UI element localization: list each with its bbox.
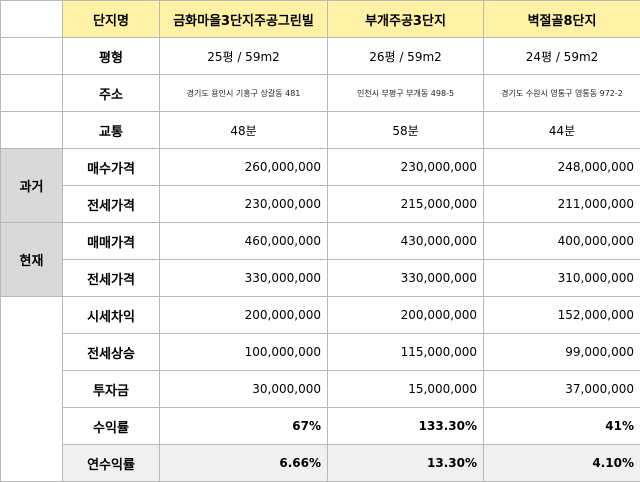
return-rate-row: 수익률 67% 133.30% 41% bbox=[1, 408, 640, 445]
price-gap-value: 152,000,000 bbox=[484, 297, 640, 334]
return-rate-value: 41% bbox=[484, 408, 640, 445]
price-gap-label: 시세차익 bbox=[63, 297, 160, 334]
jeonse-rise-value: 99,000,000 bbox=[484, 334, 640, 371]
size-label: 평형 bbox=[63, 38, 160, 75]
past-group-label: 과거 bbox=[1, 149, 63, 223]
transit-label: 교통 bbox=[63, 112, 160, 149]
annual-return-value: 13.30% bbox=[328, 445, 484, 482]
complex-name-2: 부개주공3단지 bbox=[328, 1, 484, 38]
past-jeonse-row: 전세가격 230,000,000 215,000,000 211,000,000 bbox=[1, 186, 640, 223]
buy-price-value: 230,000,000 bbox=[328, 149, 484, 186]
past-jeonse-label: 전세가격 bbox=[63, 186, 160, 223]
transit-value: 58분 bbox=[328, 112, 484, 149]
jeonse-rise-row: 전세상승 100,000,000 115,000,000 99,000,000 bbox=[1, 334, 640, 371]
current-jeonse-value: 330,000,000 bbox=[160, 260, 328, 297]
past-jeonse-value: 211,000,000 bbox=[484, 186, 640, 223]
corner-cell bbox=[1, 1, 63, 38]
jeonse-rise-label: 전세상승 bbox=[63, 334, 160, 371]
sale-price-label: 매매가격 bbox=[63, 223, 160, 260]
price-gap-value: 200,000,000 bbox=[160, 297, 328, 334]
current-jeonse-label: 전세가격 bbox=[63, 260, 160, 297]
transit-value: 48분 bbox=[160, 112, 328, 149]
sale-price-value: 430,000,000 bbox=[328, 223, 484, 260]
complex-name-3: 벽절골8단지 bbox=[484, 1, 640, 38]
address-value: 경기도 수원시 영통구 영통동 972-2 bbox=[484, 75, 640, 112]
side-cell bbox=[1, 38, 63, 75]
complex-name-label: 단지명 bbox=[63, 1, 160, 38]
investment-value: 30,000,000 bbox=[160, 371, 328, 408]
size-value: 26평 / 59m2 bbox=[328, 38, 484, 75]
buy-price-value: 248,000,000 bbox=[484, 149, 640, 186]
investment-row: 투자금 30,000,000 15,000,000 37,000,000 bbox=[1, 371, 640, 408]
jeonse-rise-value: 115,000,000 bbox=[328, 334, 484, 371]
side-cell bbox=[1, 112, 63, 149]
current-jeonse-value: 310,000,000 bbox=[484, 260, 640, 297]
annual-return-value: 6.66% bbox=[160, 445, 328, 482]
complex-name-1: 금화마을3단지주공그린빌 bbox=[160, 1, 328, 38]
jeonse-rise-value: 100,000,000 bbox=[160, 334, 328, 371]
current-jeonse-value: 330,000,000 bbox=[328, 260, 484, 297]
past-buy-row: 과거 매수가격 260,000,000 230,000,000 248,000,… bbox=[1, 149, 640, 186]
annual-return-value: 4.10% bbox=[484, 445, 640, 482]
current-jeonse-row: 전세가격 330,000,000 330,000,000 310,000,000 bbox=[1, 260, 640, 297]
current-group-label: 현재 bbox=[1, 223, 63, 297]
size-row: 평형 25평 / 59m2 26평 / 59m2 24평 / 59m2 bbox=[1, 38, 640, 75]
size-value: 25평 / 59m2 bbox=[160, 38, 328, 75]
address-value: 경기도 용인시 기흥구 상갈동 481 bbox=[160, 75, 328, 112]
return-rate-value: 133.30% bbox=[328, 408, 484, 445]
investment-value: 37,000,000 bbox=[484, 371, 640, 408]
past-jeonse-value: 230,000,000 bbox=[160, 186, 328, 223]
address-row: 주소 경기도 용인시 기흥구 상갈동 481 인천시 부평구 부개동 498-5… bbox=[1, 75, 640, 112]
size-value: 24평 / 59m2 bbox=[484, 38, 640, 75]
sale-price-value: 460,000,000 bbox=[160, 223, 328, 260]
address-value: 인천시 부평구 부개동 498-5 bbox=[328, 75, 484, 112]
past-jeonse-value: 215,000,000 bbox=[328, 186, 484, 223]
transit-value: 44분 bbox=[484, 112, 640, 149]
return-rate-value: 67% bbox=[160, 408, 328, 445]
side-cell bbox=[1, 75, 63, 112]
annual-return-label: 연수익률 bbox=[63, 445, 160, 482]
buy-price-value: 260,000,000 bbox=[160, 149, 328, 186]
transit-row: 교통 48분 58분 44분 bbox=[1, 112, 640, 149]
price-gap-row: 시세차익 200,000,000 200,000,000 152,000,000 bbox=[1, 297, 640, 334]
investment-label: 투자금 bbox=[63, 371, 160, 408]
sale-price-value: 400,000,000 bbox=[484, 223, 640, 260]
address-label: 주소 bbox=[63, 75, 160, 112]
price-gap-value: 200,000,000 bbox=[328, 297, 484, 334]
current-sale-row: 현재 매매가격 460,000,000 430,000,000 400,000,… bbox=[1, 223, 640, 260]
results-side-cell bbox=[1, 297, 63, 482]
header-row: 단지명 금화마을3단지주공그린빌 부개주공3단지 벽절골8단지 bbox=[1, 1, 640, 38]
buy-price-label: 매수가격 bbox=[63, 149, 160, 186]
return-rate-label: 수익률 bbox=[63, 408, 160, 445]
annual-return-row: 연수익률 6.66% 13.30% 4.10% bbox=[1, 445, 640, 482]
investment-value: 15,000,000 bbox=[328, 371, 484, 408]
